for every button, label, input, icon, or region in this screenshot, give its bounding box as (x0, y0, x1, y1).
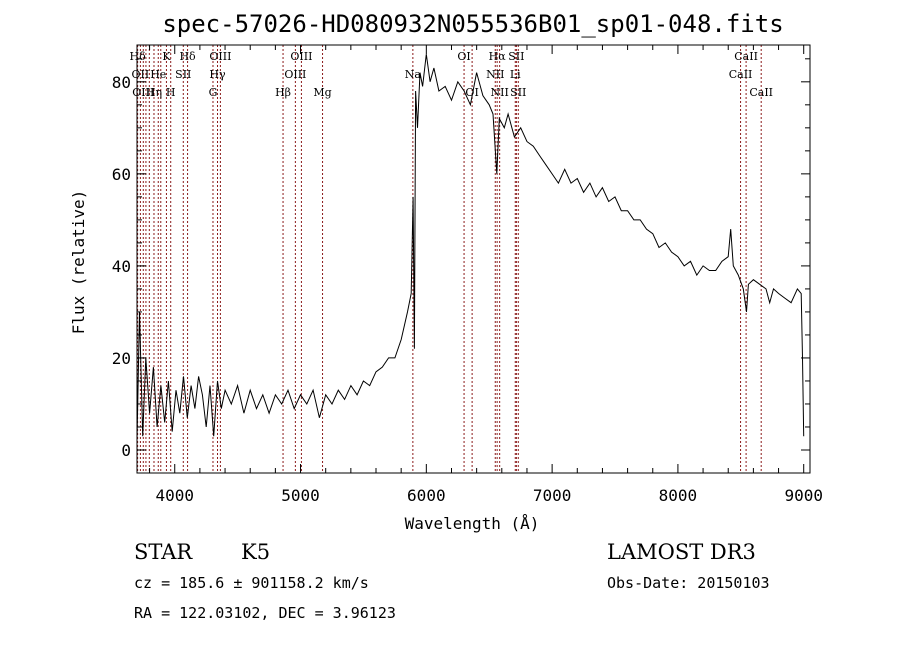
marker-label: OIII (284, 68, 306, 81)
x-tick-label: 5000 (281, 486, 320, 505)
coordinates: RA = 122.03102, DEC = 3.96123 (134, 604, 396, 622)
y-tick-label: 20 (112, 349, 131, 368)
y-axis-label: Flux (relative) (69, 190, 88, 335)
marker-label: OIII (290, 50, 312, 63)
x-tick-label: 8000 (659, 486, 698, 505)
marker-label: SII (510, 86, 526, 99)
observation-date: Obs-Date: 20150103 (607, 574, 770, 592)
marker-label: Hη (146, 86, 162, 99)
marker-label: Hγ (209, 68, 226, 81)
marker-label: H (166, 86, 176, 99)
object-class: STAR (134, 540, 193, 564)
survey-name: LAMOST DR3 (607, 540, 756, 564)
y-tick-label: 80 (112, 73, 131, 92)
y-tick-label: 40 (112, 257, 131, 276)
marker-label: CaII (749, 86, 773, 99)
marker-label: SII (175, 68, 191, 81)
y-tick-label: 0 (121, 441, 131, 460)
marker-label: K (162, 50, 171, 63)
marker-label: OI (465, 86, 478, 99)
marker-label: G (209, 86, 218, 99)
marker-label: Hα (489, 50, 507, 63)
marker-label: NII (486, 68, 504, 81)
object-subclass: K5 (241, 540, 271, 564)
marker-label: CaII (729, 68, 753, 81)
marker-label: SII (508, 50, 524, 63)
marker-label: Hδ (179, 50, 196, 63)
spectral-line-markers (137, 45, 762, 473)
redshift-velocity: cz = 185.6 ± 901158.2 km/s (134, 574, 369, 592)
y-axis-ticks: 0 20 40 60 80 (112, 58, 810, 460)
marker-label: Hβ (275, 86, 291, 99)
marker-label: He (150, 68, 166, 81)
x-tick-label: 7000 (533, 486, 572, 505)
marker-label: Hδ (130, 50, 147, 63)
y-tick-label: 60 (112, 165, 131, 184)
spectrum-line (136, 54, 805, 441)
x-axis-ticks: 4000 5000 6000 7000 8000 9000 (149, 45, 823, 505)
chart-title: spec-57026-HD080932N055536B01_sp01-048.f… (162, 10, 783, 38)
marker-label: CaII (734, 50, 758, 63)
x-tick-label: 4000 (155, 486, 194, 505)
marker-label: OI (457, 50, 470, 63)
marker-label: Mg (313, 86, 331, 99)
spectral-line-labels: HδOIIOIIIHηHeKHSIIHδGHγOIIIHβOIIIOIIIMgN… (130, 50, 774, 99)
x-tick-label: 9000 (784, 486, 823, 505)
x-axis-label: Wavelength (Å) (405, 514, 540, 533)
marker-label: NII (491, 86, 509, 99)
plot-frame (136, 44, 811, 474)
marker-label: Li (510, 68, 521, 81)
marker-label: OIII (209, 50, 231, 63)
marker-label: OIII (132, 86, 154, 99)
x-tick-label: 6000 (407, 486, 446, 505)
marker-label: OII (132, 68, 150, 81)
marker-label: Na (405, 68, 422, 81)
